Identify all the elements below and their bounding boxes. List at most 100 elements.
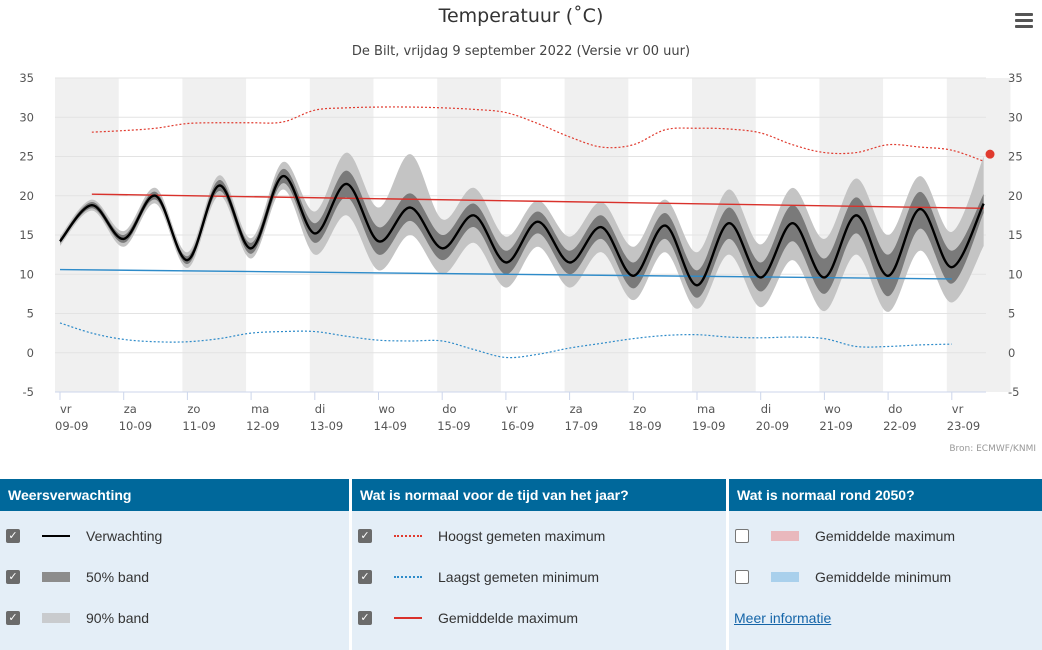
y-tick-label-right: 10	[1008, 267, 1023, 281]
legend-item-avg-max[interactable]: ✓ Gemiddelde maximum	[352, 606, 578, 630]
legend-item-record-min[interactable]: ✓ Laagst gemeten minimum	[352, 565, 599, 589]
legend-label-record-min: Laagst gemeten minimum	[438, 569, 600, 585]
checkbox-band90[interactable]: ✓	[6, 611, 20, 625]
y-tick-label-right: 30	[1008, 110, 1023, 124]
legend-label-2050-max: Gemiddelde maximum	[815, 528, 956, 544]
future-min-swatch	[771, 570, 799, 584]
legend-item-band50[interactable]: ✓ 50% band	[0, 565, 149, 589]
y-tick-label-right: -5	[1008, 385, 1019, 399]
menu-bar-icon	[1015, 19, 1033, 22]
x-tick-weekday: ma	[251, 402, 269, 416]
avg-min-line	[59, 268, 952, 280]
checkbox-forecast[interactable]: ✓	[6, 529, 20, 543]
x-tick-weekday: za	[124, 402, 137, 416]
y-tick-label-left: 10	[19, 267, 34, 281]
avg-max-swatch	[394, 611, 422, 625]
avg-max-line	[91, 193, 984, 210]
x-tick-weekday: ma	[697, 402, 715, 416]
y-tick-label-right: 25	[1008, 150, 1023, 164]
y-tick-label-left: 35	[19, 71, 34, 85]
x-tick-date: 10-09	[119, 419, 152, 433]
checkbox-2050-min[interactable]	[735, 570, 749, 584]
x-tick-date: 22-09	[883, 419, 916, 433]
x-tick-weekday: di	[315, 402, 326, 416]
legend-more-info[interactable]: Meer informatie	[729, 606, 831, 630]
record-min-swatch	[394, 570, 422, 584]
legend-item-2050-max[interactable]: Gemiddelde maximum	[729, 524, 955, 548]
legend-item-forecast[interactable]: ✓ Verwachting	[0, 524, 162, 548]
legend-item-band90[interactable]: ✓ 90% band	[0, 606, 149, 630]
chart-subtitle: De Bilt, vrijdag 9 september 2022 (Versi…	[352, 44, 690, 59]
x-tick-date: 18-09	[628, 419, 661, 433]
record-max-marker	[985, 149, 995, 159]
y-tick-label-left: 15	[19, 228, 34, 242]
checkbox-record-max[interactable]: ✓	[358, 529, 372, 543]
x-tick-date: 16-09	[501, 419, 534, 433]
x-tick-weekday: vr	[60, 402, 72, 416]
y-axis-left: 35 30 25 20 15 10 5 0 -5	[19, 71, 34, 399]
band50-swatch	[42, 570, 70, 584]
x-tick-date: 11-09	[182, 419, 215, 433]
legend-label-band50: 50% band	[86, 569, 150, 585]
x-tick-weekday: vr	[506, 402, 518, 416]
x-tick-date: 20-09	[756, 419, 789, 433]
more-info-link[interactable]: Meer informatie	[734, 610, 832, 626]
legend-col-normal: Wat is normaal voor de tijd van het jaar…	[352, 479, 726, 650]
x-tick-date: 13-09	[310, 419, 343, 433]
x-tick-date: 23-09	[947, 419, 980, 433]
legend-table: Weersverwachting ✓ Verwachting ✓ 50% ban…	[0, 479, 1042, 650]
y-tick-label-right: 0	[1008, 346, 1015, 360]
x-tick-date: 14-09	[374, 419, 407, 433]
checkbox-2050-max[interactable]	[735, 529, 749, 543]
record-max-swatch	[394, 529, 422, 543]
x-tick-weekday: di	[761, 402, 772, 416]
record-min-line	[59, 322, 952, 359]
x-tick-date: 09-09	[55, 419, 88, 433]
legend-col-forecast: Weersverwachting ✓ Verwachting ✓ 50% ban…	[0, 479, 349, 650]
chart-credit: Bron: ECMWF/KNMI	[949, 444, 1036, 454]
forecast-line-swatch	[42, 529, 70, 543]
legend-item-2050-min[interactable]: Gemiddelde minimum	[729, 565, 951, 589]
legend-label-avg-max: Gemiddelde maximum	[438, 610, 579, 626]
y-tick-label-right: 35	[1008, 71, 1023, 85]
legend-label-band90: 90% band	[86, 610, 150, 626]
y-tick-label-left: 5	[27, 307, 34, 321]
y-axis-right: 35 30 25 20 15 10 5 0 -5	[1008, 71, 1023, 399]
y-tick-label-left: 30	[19, 110, 34, 124]
x-tick-weekday: vr	[952, 402, 964, 416]
x-tick-date: 19-09	[692, 419, 725, 433]
legend-col-2050: Wat is normaal rond 2050? Gemiddelde max…	[729, 479, 1042, 650]
x-tick-weekday: do	[888, 402, 902, 416]
temperature-chart: 35 30 25 20 15 10 5 0 -5 35 30 25 20 15 10 5 0 -5 vr 09-0…	[19, 5, 1036, 454]
y-tick-label-right: 20	[1008, 189, 1023, 203]
x-tick-weekday: wo	[379, 402, 395, 416]
legend-header-forecast: Weersverwachting	[0, 479, 349, 511]
y-tick-label-left: 25	[19, 150, 34, 164]
checkbox-band50[interactable]: ✓	[6, 570, 20, 584]
menu-bar-icon	[1015, 13, 1033, 16]
future-max-swatch	[771, 529, 799, 543]
y-tick-label-left: 20	[19, 189, 34, 203]
forecast-line	[59, 174, 985, 287]
x-tick-weekday: za	[570, 402, 583, 416]
x-tick-weekday: wo	[824, 402, 840, 416]
legend-header-2050: Wat is normaal rond 2050?	[729, 479, 1042, 511]
band50-area	[60, 168, 984, 298]
y-tick-label-left: -5	[23, 385, 34, 399]
band50-fill	[60, 168, 984, 298]
legend-item-record-max[interactable]: ✓ Hoogst gemeten maximum	[352, 524, 605, 548]
band90-swatch	[42, 611, 70, 625]
x-tick-date: 21-09	[819, 419, 852, 433]
chart-menu-button[interactable]	[1012, 10, 1036, 32]
legend-label-2050-min: Gemiddelde minimum	[815, 569, 952, 585]
legend-label-forecast: Verwachting	[86, 528, 163, 544]
x-tick-weekday: zo	[633, 402, 646, 416]
legend-header-normal: Wat is normaal voor de tijd van het jaar…	[352, 479, 726, 511]
y-tick-label-right: 15	[1008, 228, 1023, 242]
checkbox-avg-max[interactable]: ✓	[358, 611, 372, 625]
x-tick-weekday: zo	[187, 402, 200, 416]
x-tick-weekday: do	[442, 402, 456, 416]
x-tick-date: 17-09	[565, 419, 598, 433]
checkbox-record-min[interactable]: ✓	[358, 570, 372, 584]
y-tick-label-right: 5	[1008, 307, 1015, 321]
